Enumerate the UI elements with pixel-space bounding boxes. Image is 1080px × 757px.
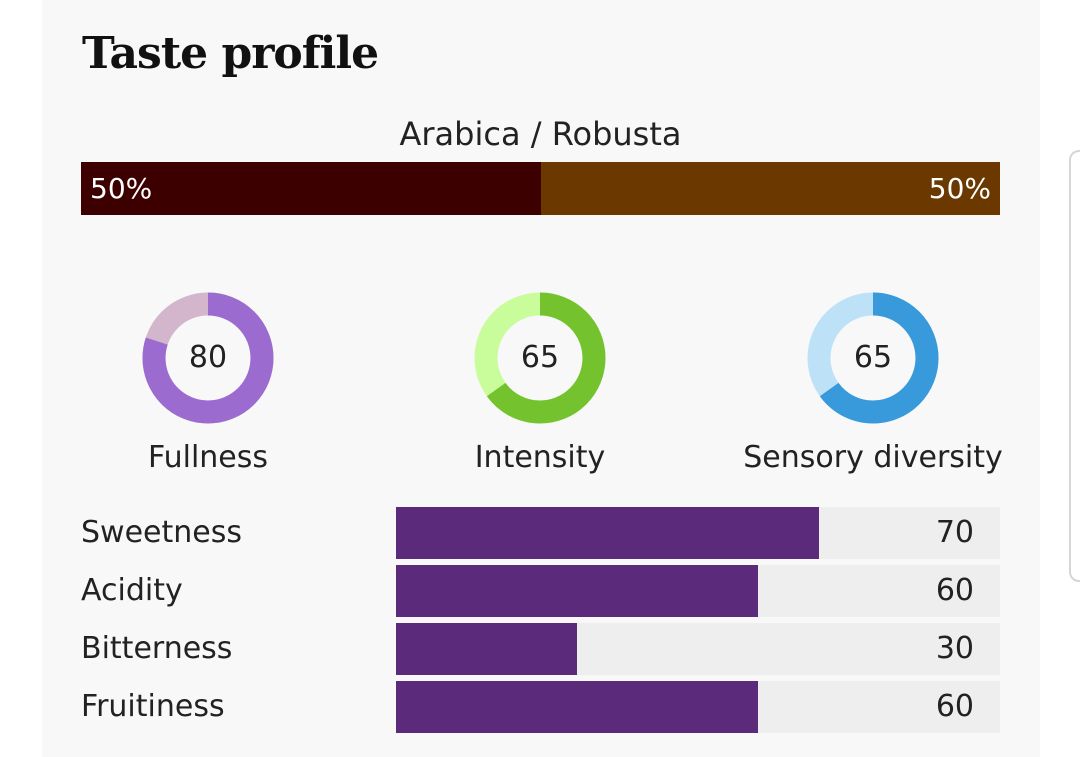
acidity-label: Acidity: [81, 573, 183, 608]
robusta-percent: 50%: [928, 172, 991, 205]
blend-label: Arabica / Robusta: [399, 115, 682, 153]
gauge-intensity: 65 Intensity: [410, 292, 670, 475]
sensory-diversity-label: Sensory diversity: [743, 440, 1003, 475]
sweetness-bar-track: 70: [396, 507, 1000, 559]
fullness-donut-arc: [142, 292, 274, 424]
attribute-row-sweetness: Sweetness 70: [81, 507, 1000, 559]
acidity-bar-fill: [396, 565, 759, 617]
fruitiness-label: Fruitiness: [81, 689, 225, 724]
sweetness-bar-fill: [396, 507, 819, 559]
attribute-row-bitterness: Bitterness 30: [81, 623, 1000, 675]
gauge-sensory-diversity: 65 Sensory diversity: [743, 292, 1003, 475]
fullness-value: 80: [188, 340, 228, 375]
gauge-fullness: 80 Fullness: [78, 292, 338, 475]
intensity-value: 65: [520, 340, 560, 375]
acidity-bar-track: 60: [396, 565, 1000, 617]
intensity-donut-arc: [474, 292, 606, 424]
fruitiness-bar-fill: [396, 681, 759, 733]
bitterness-bar-fill: [396, 623, 578, 675]
robusta-segment: 50%: [540, 162, 1000, 215]
arabica-segment: 50%: [81, 162, 541, 215]
sweetness-label: Sweetness: [81, 515, 242, 550]
blend-ratio-bar: 50% 50%: [81, 162, 1000, 215]
fruitiness-value: 60: [935, 689, 974, 724]
fullness-donut-chart: [142, 292, 274, 424]
fullness-label: Fullness: [147, 440, 269, 475]
attribute-row-fruitiness: Fruitiness 60: [81, 681, 1000, 733]
fruitiness-bar-track: 60: [396, 681, 1000, 733]
intensity-label: Intensity: [474, 440, 606, 475]
attribute-row-acidity: Acidity 60: [81, 565, 1000, 617]
sweetness-value: 70: [935, 515, 974, 550]
sensory-diversity-value: 65: [853, 340, 893, 375]
scrollbar[interactable]: [1069, 150, 1080, 582]
arabica-percent: 50%: [90, 172, 153, 205]
sensory-diversity-donut-chart: [807, 292, 939, 424]
sensory-diversity-donut-arc: [807, 292, 939, 424]
intensity-donut-chart: [474, 292, 606, 424]
bitterness-bar-track: 30: [396, 623, 1000, 675]
page-title: Taste profile: [82, 28, 379, 79]
bitterness-value: 30: [935, 631, 974, 666]
acidity-value: 60: [935, 573, 974, 608]
bitterness-label: Bitterness: [81, 631, 233, 666]
